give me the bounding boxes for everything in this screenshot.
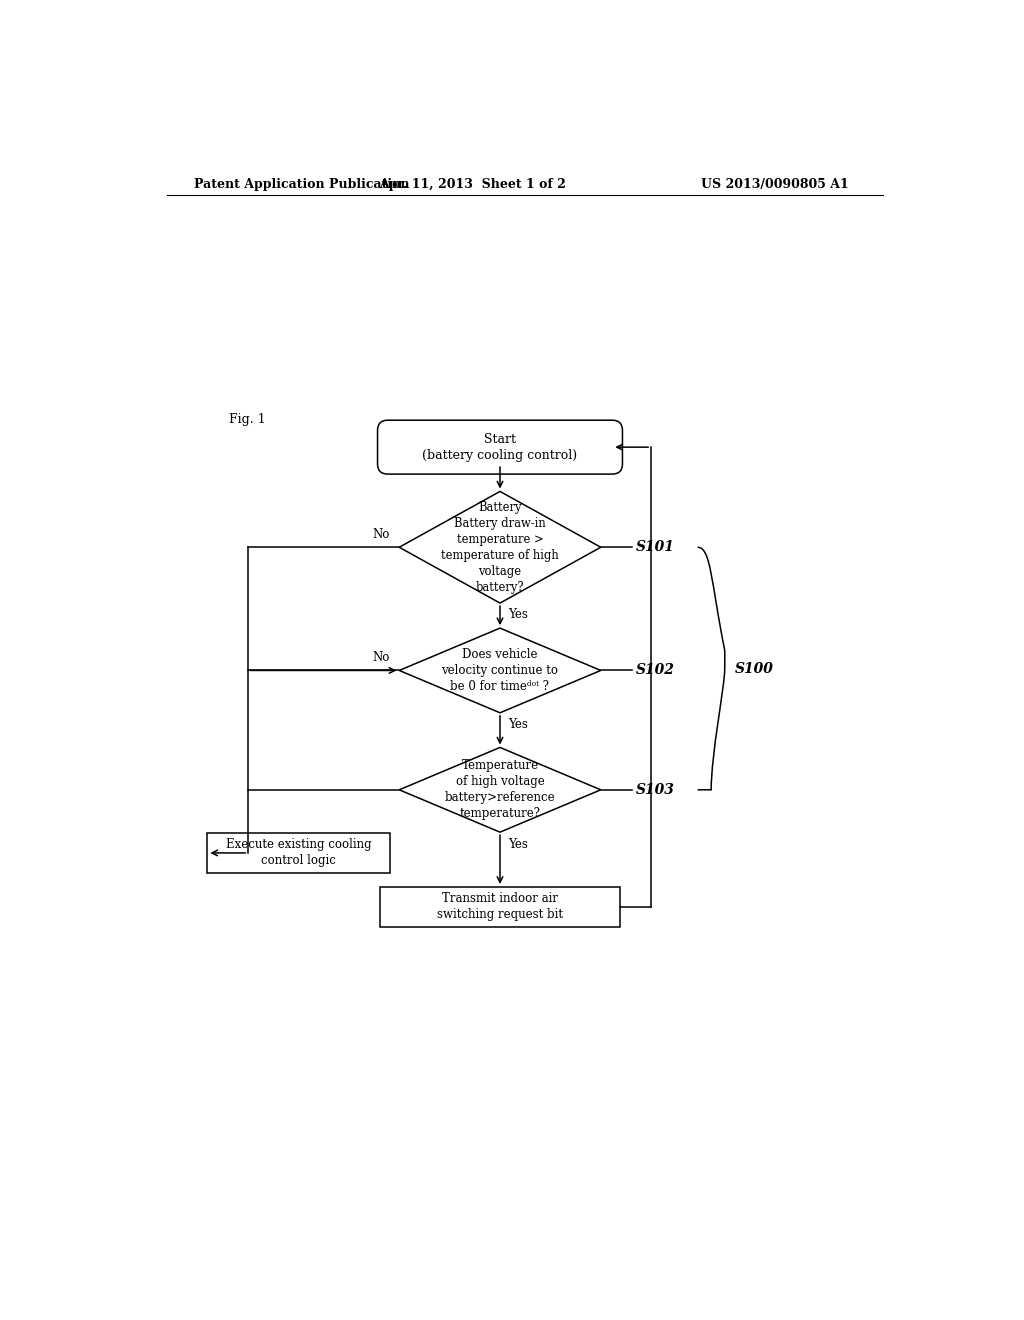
Text: No: No — [373, 528, 390, 541]
Text: Patent Application Publication: Patent Application Publication — [194, 178, 410, 190]
Text: Apr. 11, 2013  Sheet 1 of 2: Apr. 11, 2013 Sheet 1 of 2 — [380, 178, 566, 190]
Text: Temperature
of high voltage
battery>reference
temperature?: Temperature of high voltage battery>refe… — [444, 759, 555, 820]
Text: Execute existing cooling
control logic: Execute existing cooling control logic — [225, 838, 372, 867]
Text: S101: S101 — [636, 540, 675, 554]
Bar — [380, 887, 621, 927]
Text: Yes: Yes — [508, 718, 527, 731]
Text: S103: S103 — [636, 783, 675, 797]
Text: S100: S100 — [735, 661, 774, 676]
Text: Battery
Battery draw-in
temperature >
temperature of high
voltage
battery?: Battery Battery draw-in temperature > te… — [441, 500, 559, 594]
Text: Yes: Yes — [508, 838, 527, 850]
Text: Does vehicle
velocity continue to
be 0 for timeᵈᵒᵗ ?: Does vehicle velocity continue to be 0 f… — [441, 648, 558, 693]
Text: Yes: Yes — [508, 609, 527, 622]
Text: Transmit indoor air
switching request bit: Transmit indoor air switching request bi… — [437, 892, 563, 921]
Text: No: No — [373, 651, 390, 664]
Text: Start
(battery cooling control): Start (battery cooling control) — [423, 433, 578, 462]
Text: US 2013/0090805 A1: US 2013/0090805 A1 — [701, 178, 849, 190]
FancyBboxPatch shape — [378, 420, 623, 474]
Text: S102: S102 — [636, 664, 675, 677]
Bar — [208, 833, 389, 873]
Text: Fig. 1: Fig. 1 — [228, 413, 265, 425]
